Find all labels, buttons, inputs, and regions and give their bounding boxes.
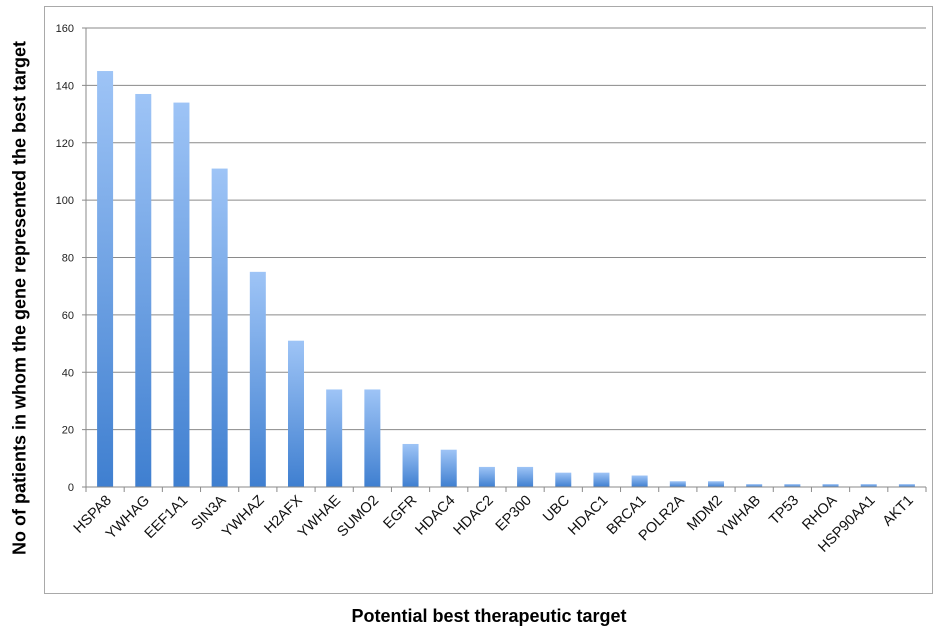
- y-tick-label: 0: [68, 482, 74, 494]
- x-axis-title: Potential best therapeutic target: [351, 606, 627, 626]
- y-tick-label: 20: [62, 425, 74, 437]
- x-tick-label: HDAC2: [451, 493, 497, 539]
- chart-frame: [44, 6, 933, 594]
- y-tick-label: 40: [62, 367, 74, 379]
- bar-sumo2: [364, 389, 381, 487]
- x-tick-label: HDAC1: [565, 493, 611, 539]
- bar-ywhae: [326, 389, 343, 487]
- x-tick-label: TP53: [766, 493, 802, 529]
- y-tick-label: 120: [56, 138, 74, 150]
- y-tick-label: 80: [62, 253, 74, 265]
- x-axis-ticks: HSPA8YWHAGEEF1A1SIN3AYWHAZH2AFXYWHAESUMO…: [71, 487, 927, 556]
- bar-eef1a1: [173, 102, 190, 488]
- y-tick-label: 100: [56, 195, 74, 207]
- x-tick-label: AKT1: [880, 493, 917, 530]
- y-tick-label: 160: [56, 23, 74, 35]
- bar-ubc: [555, 472, 572, 487]
- x-tick-label: UBC: [540, 493, 573, 526]
- y-axis-ticks: 0 20 40 60 80 100 120 140 160: [56, 23, 86, 494]
- bar-ywhag: [135, 93, 152, 487]
- bar-akt1: [898, 484, 915, 487]
- bar-ep300: [517, 466, 534, 487]
- x-tick-label: HDAC4: [412, 493, 458, 539]
- x-tick-label: YWHAZ: [219, 492, 267, 540]
- x-tick-label: YWHAB: [715, 493, 764, 542]
- y-tick-label: 60: [62, 310, 74, 322]
- bar-hdac1: [593, 472, 610, 487]
- bar-brca1: [631, 475, 648, 487]
- x-tick-label: EP300: [493, 493, 535, 535]
- bar-sin3a: [211, 168, 228, 487]
- y-axis-title: No of patients in whom the gene represen…: [9, 40, 30, 556]
- bar-hsp90aa1: [860, 484, 877, 487]
- bar-tp53: [784, 484, 801, 487]
- bar-ywhab: [746, 484, 763, 487]
- bars: [97, 71, 915, 488]
- bar-ywhaz: [249, 271, 266, 487]
- bar-hdac2: [478, 466, 495, 487]
- bar-mdm2: [708, 481, 724, 487]
- bar-polr2a: [669, 481, 686, 487]
- bar-egfr: [402, 443, 419, 487]
- bar-hspa8: [97, 71, 114, 487]
- y-tick-label: 140: [56, 80, 74, 92]
- bar-h2afx: [288, 340, 304, 487]
- x-tick-label: SUMO2: [334, 493, 382, 541]
- bar-hdac4: [440, 449, 457, 487]
- x-tick-label: YWHAE: [295, 492, 344, 541]
- bar-rhoa: [822, 484, 839, 487]
